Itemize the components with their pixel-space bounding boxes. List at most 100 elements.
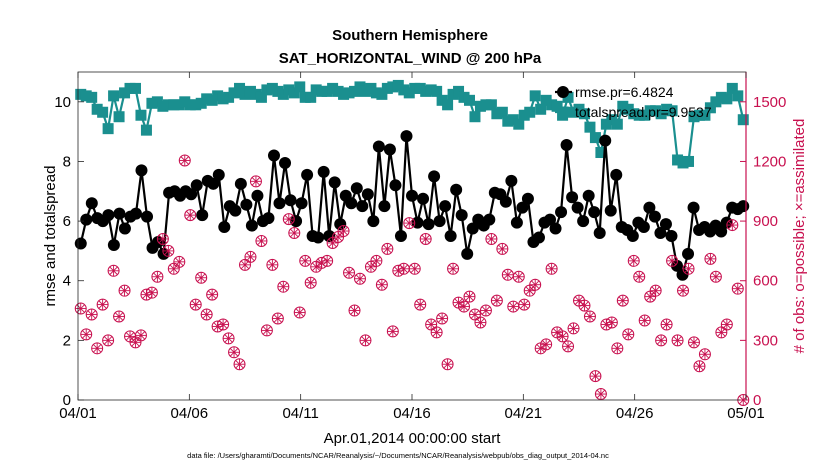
legend-spread-marker [557, 106, 569, 118]
obs-point [228, 346, 241, 359]
rmse-point [505, 174, 518, 187]
rmse-point [610, 168, 623, 181]
rmse-point [665, 230, 678, 242]
y-axis-right: 0 300 600 900 1200 1500 [740, 94, 786, 409]
obs-point [282, 213, 295, 226]
obs-point [507, 300, 520, 313]
rmse-point [450, 183, 463, 196]
rmse-point [80, 213, 93, 226]
obs-point [682, 262, 695, 275]
obs-point [74, 302, 87, 315]
x-axis-label: Apr.01,2014 00:00:00 start [324, 430, 502, 447]
spread-point [129, 82, 141, 94]
chart-subtitle: SAT_HORIZONTAL_WIND @ 200 hPa [279, 50, 542, 67]
y-axis-left: 0 2 4 6 8 10 [54, 94, 84, 409]
rmse-point [394, 230, 407, 242]
spread-point [732, 90, 744, 102]
obs-point [178, 154, 191, 167]
obs-point [677, 284, 690, 297]
spread-point [535, 103, 547, 115]
obs-point [666, 254, 679, 267]
spread-point [442, 99, 454, 111]
rmse-point [312, 231, 325, 244]
obs-point [687, 336, 700, 349]
obs-point [567, 322, 580, 335]
y-tick-label: 6 [63, 213, 71, 230]
rmse-point [135, 164, 148, 177]
obs-point [239, 258, 251, 271]
spread-point [86, 91, 98, 103]
obs-point [693, 360, 706, 373]
obs-point [627, 254, 640, 267]
obs-point [375, 278, 388, 291]
obs-point [102, 334, 115, 347]
obs-point [655, 334, 668, 347]
rmse-point [433, 215, 446, 228]
obs-point [731, 282, 744, 295]
rmse-point [234, 177, 247, 190]
obs-point [447, 262, 460, 275]
obs-point [425, 318, 438, 331]
spread-point [611, 118, 623, 130]
obs-point [441, 358, 454, 371]
y-axis-right-label: # of obs: o=possible; ×=assimilated [791, 119, 808, 354]
obs-point [474, 316, 487, 329]
rmse-point [295, 197, 308, 210]
obs-point [540, 338, 553, 351]
obs-point [233, 358, 246, 371]
obs-point [129, 336, 142, 349]
x-tick-label: 04/21 [505, 405, 543, 422]
spread-point [513, 118, 525, 130]
rmse-point [417, 192, 430, 205]
obs-point [490, 294, 503, 307]
rmse-point [262, 212, 275, 225]
obs-point [698, 348, 711, 361]
obs-point [463, 290, 476, 303]
obs-point [611, 342, 624, 355]
obs-point [348, 304, 361, 317]
spread-point [726, 82, 738, 94]
rmse-point [229, 204, 242, 217]
spread-point [140, 124, 152, 136]
obs-point [436, 312, 449, 325]
rmse-point [290, 215, 303, 228]
rmse-point [428, 170, 441, 183]
rmse-point [190, 179, 203, 192]
rmse-point [720, 216, 733, 229]
obs-point [222, 332, 235, 345]
obs-point [556, 330, 569, 343]
spread-point [584, 121, 596, 133]
spread-point [255, 91, 267, 103]
spread-point [102, 123, 114, 135]
obs-point [184, 209, 197, 222]
spread-point [589, 132, 601, 144]
spread-point [578, 108, 590, 120]
obs-point [605, 316, 618, 329]
rmse-point [715, 225, 728, 238]
spread-point [496, 106, 508, 118]
rmse-point [466, 222, 479, 235]
rmse-point [74, 237, 87, 250]
y-right-tick-label: 900 [753, 213, 778, 230]
obs-point [260, 324, 273, 337]
x-axis: 04/01 04/06 04/11 04/16 04/21 04/26 05/01 [59, 72, 765, 422]
spread-point [113, 111, 125, 123]
obs-point [589, 370, 602, 383]
obs-point [633, 270, 646, 283]
data-file-footer: data file: /Users/gharamti/Documents/NCA… [187, 451, 609, 460]
rmse-point [118, 222, 131, 235]
rmse-point [129, 207, 142, 220]
spread-point [376, 88, 388, 100]
obs-point [562, 340, 575, 353]
x-tick-label: 04/06 [171, 405, 209, 422]
obs-point [118, 284, 131, 297]
obs-point [397, 262, 410, 275]
rmse-point [439, 200, 452, 213]
rmse-point [361, 188, 374, 201]
obs-point [255, 234, 268, 247]
obs-point [343, 266, 356, 279]
obs-point [271, 312, 284, 325]
obs-point [720, 318, 733, 331]
rmse-point [301, 168, 314, 181]
obs-point [162, 244, 175, 257]
